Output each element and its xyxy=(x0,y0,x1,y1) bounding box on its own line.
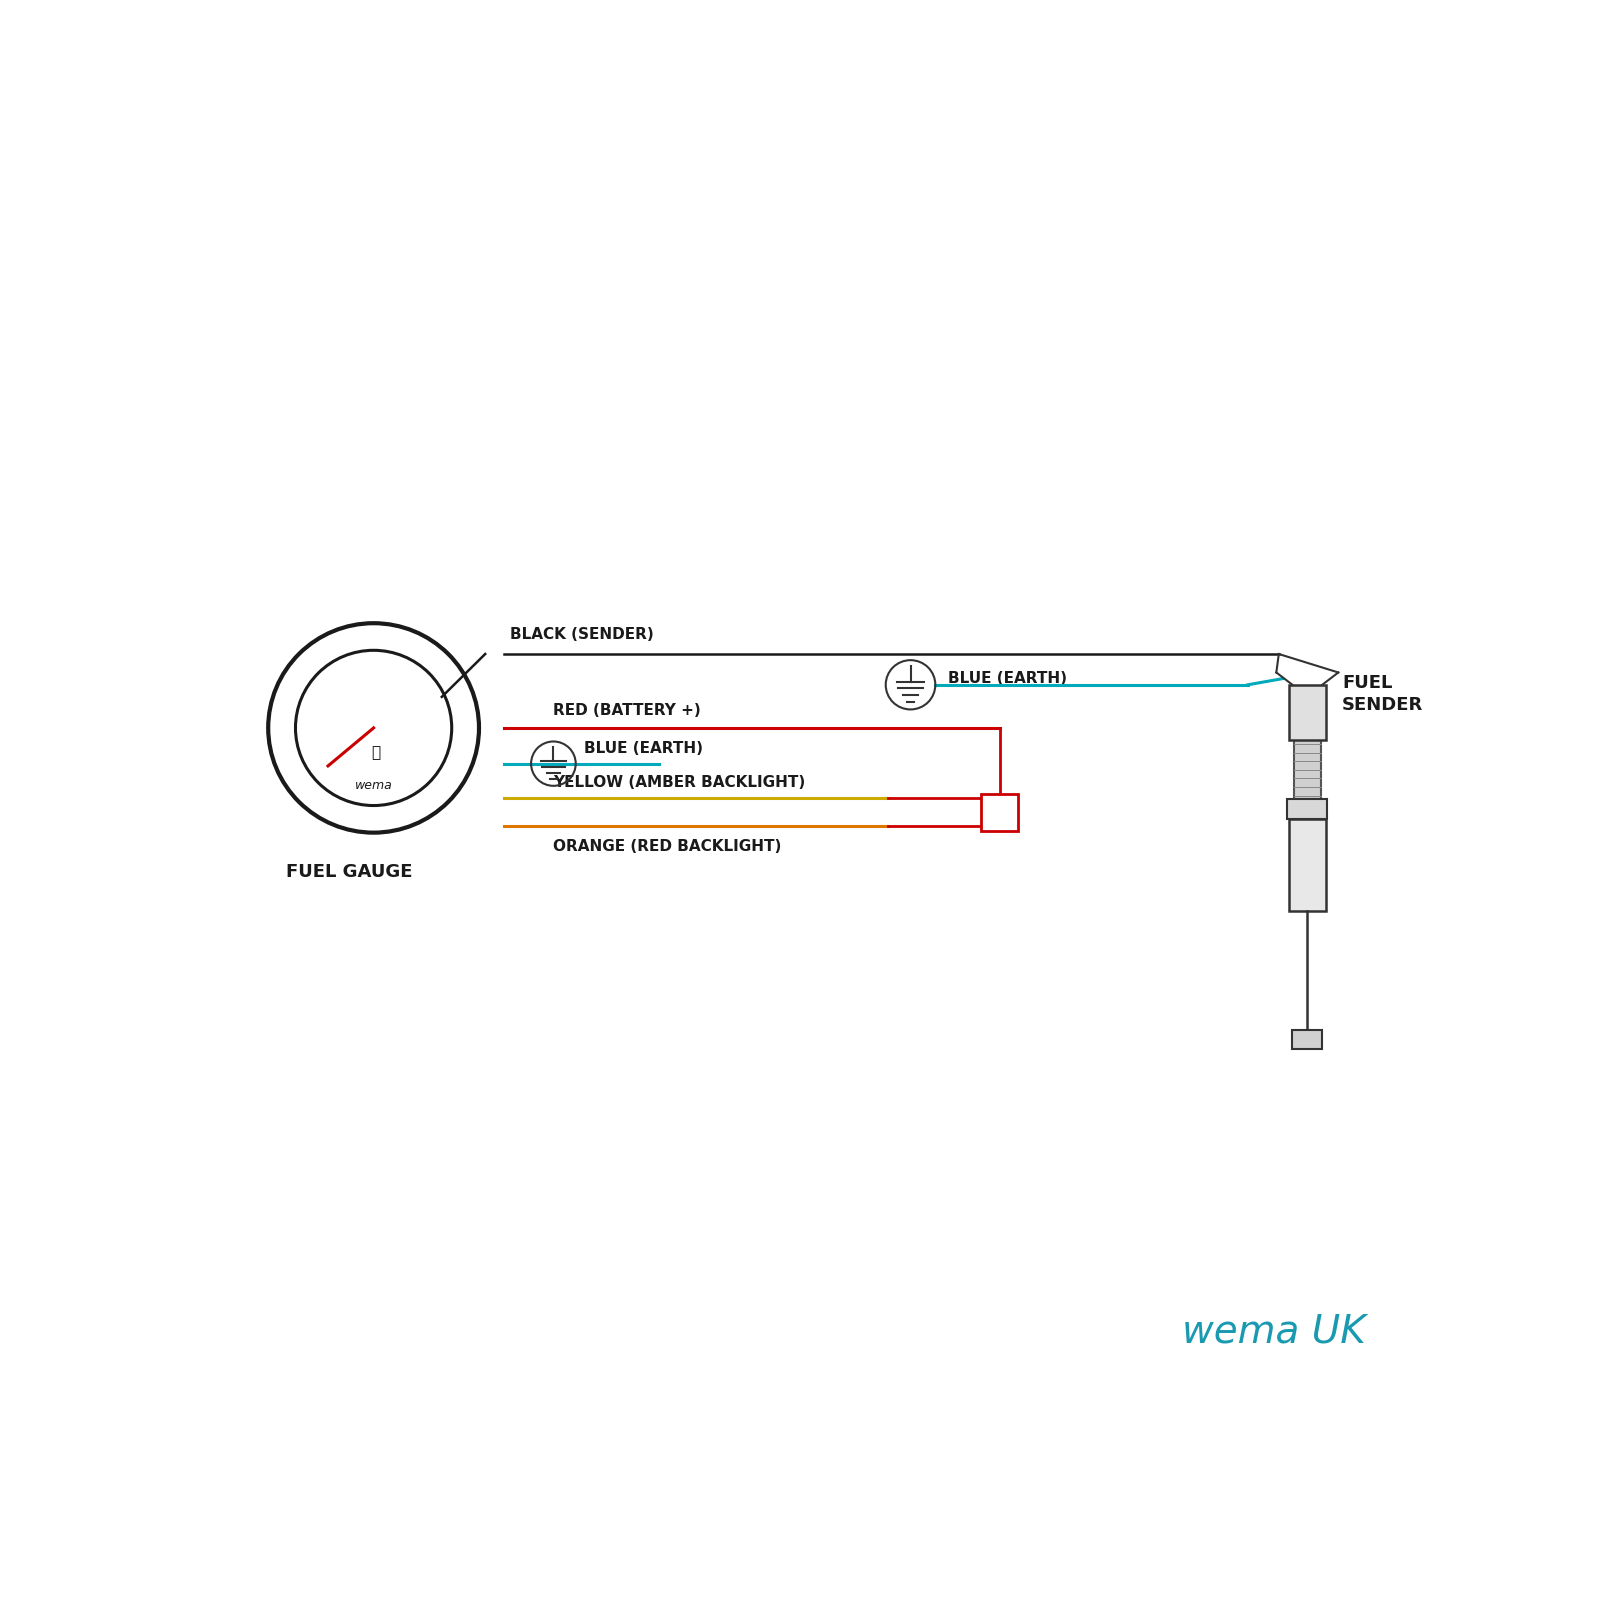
Bar xyxy=(1294,741,1322,800)
Text: OR: OR xyxy=(989,805,1011,819)
Text: wema UK: wema UK xyxy=(1182,1312,1365,1350)
Text: ORANGE (RED BACKLIGHT): ORANGE (RED BACKLIGHT) xyxy=(554,838,782,854)
Bar xyxy=(1293,1030,1322,1050)
Text: FUEL
SENDER: FUEL SENDER xyxy=(1342,674,1424,714)
Bar xyxy=(1288,685,1326,741)
Text: BLACK (SENDER): BLACK (SENDER) xyxy=(510,627,654,642)
Text: YELLOW (AMBER BACKLIGHT): YELLOW (AMBER BACKLIGHT) xyxy=(554,774,806,789)
Text: RED (BATTERY +): RED (BATTERY +) xyxy=(554,702,701,718)
Bar xyxy=(1288,819,1326,912)
Text: BLUE (EARTH): BLUE (EARTH) xyxy=(947,670,1067,686)
Bar xyxy=(1288,800,1326,819)
Text: BLUE (EARTH): BLUE (EARTH) xyxy=(584,741,704,757)
Text: FUEL GAUGE: FUEL GAUGE xyxy=(285,864,413,882)
Text: wema: wema xyxy=(355,779,392,792)
Text: ⛽: ⛽ xyxy=(371,746,381,760)
Bar xyxy=(981,794,1019,830)
